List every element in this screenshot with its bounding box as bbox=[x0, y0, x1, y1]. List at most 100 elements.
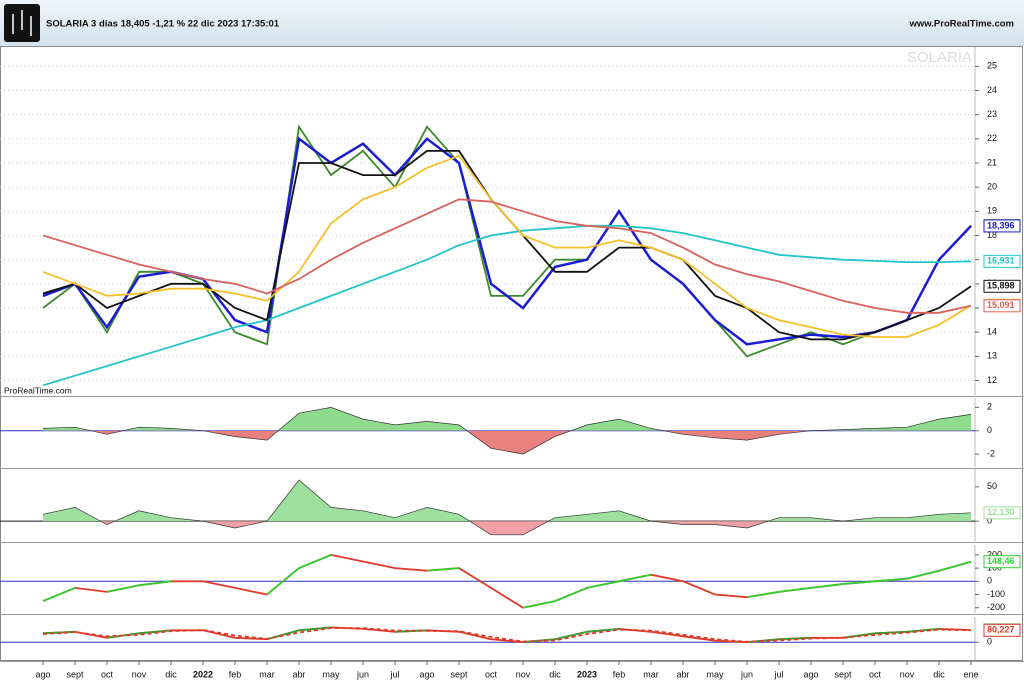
rising-segment bbox=[426, 567, 460, 572]
area-negative bbox=[43, 430, 971, 455]
series-line bbox=[42, 150, 972, 341]
x-tick-label: oct bbox=[485, 669, 498, 679]
x-tick-label: ago bbox=[35, 669, 50, 679]
value-label-box bbox=[983, 219, 1021, 233]
value-label: 12,130 bbox=[987, 507, 1015, 517]
area-outline bbox=[42, 407, 972, 455]
y-tick-label: 0 bbox=[987, 425, 992, 435]
x-tick-label: nov bbox=[900, 669, 915, 679]
x-tick-label: ene bbox=[963, 669, 978, 679]
y-tick-label: 2 bbox=[987, 402, 992, 412]
x-tick-label: abr bbox=[292, 669, 305, 679]
y-tick-label: 0 bbox=[987, 637, 992, 647]
area-negative bbox=[100, 521, 769, 535]
y-tick-label: -100 bbox=[987, 589, 1005, 599]
y-tick-label: 19 bbox=[987, 206, 997, 216]
rising-segment bbox=[266, 567, 300, 596]
x-tick-label: oct bbox=[101, 669, 114, 679]
x-tick-label: dic bbox=[549, 669, 561, 679]
value-label-box bbox=[983, 506, 1021, 520]
value-label: 16,931 bbox=[987, 256, 1015, 266]
x-tick-label: jun bbox=[356, 669, 369, 679]
rising-segment bbox=[298, 554, 332, 569]
value-label: 148,46 bbox=[987, 556, 1015, 566]
x-tick-label: 2023 bbox=[577, 669, 597, 679]
y-tick-label: 22 bbox=[987, 133, 997, 143]
x-tick-label: feb bbox=[613, 669, 626, 679]
series-line bbox=[42, 627, 972, 643]
rising-segment bbox=[874, 577, 908, 583]
y-tick-label: 25 bbox=[987, 61, 997, 71]
y-tick-label: 200 bbox=[987, 549, 1002, 559]
rising-segment bbox=[522, 600, 556, 609]
value-label-box bbox=[983, 555, 1021, 569]
rising-segment bbox=[778, 587, 812, 593]
rising-segment bbox=[586, 580, 620, 589]
rising-segment bbox=[266, 629, 300, 641]
x-tick-label: mar bbox=[259, 669, 275, 679]
value-label-box bbox=[983, 254, 1021, 268]
rising-segment bbox=[138, 580, 172, 587]
y-tick-label: 14 bbox=[987, 327, 997, 337]
y-tick-label: 18 bbox=[987, 230, 997, 240]
x-tick-label: jul bbox=[389, 669, 399, 679]
value-label: 15,898 bbox=[987, 281, 1015, 291]
y-tick-label: 0 bbox=[987, 576, 992, 586]
rising-segment bbox=[554, 630, 588, 641]
x-tick-label: dic bbox=[933, 669, 945, 679]
series-line bbox=[42, 154, 972, 338]
y-tick-label: 50 bbox=[987, 481, 997, 491]
x-tick-label: jun bbox=[740, 669, 753, 679]
x-tick-label: nov bbox=[132, 669, 147, 679]
y-tick-label: 12 bbox=[987, 375, 997, 385]
x-tick-label: ago bbox=[419, 669, 434, 679]
rising-segment bbox=[778, 636, 812, 641]
rising-segment bbox=[746, 590, 780, 599]
x-tick-label: feb bbox=[229, 669, 242, 679]
y-tick-label: 20 bbox=[987, 182, 997, 192]
series-line bbox=[42, 626, 972, 644]
credit: ProRealTime.com bbox=[4, 385, 72, 395]
rising-segment bbox=[618, 573, 652, 583]
x-tick-label: nov bbox=[516, 669, 531, 679]
area-outline bbox=[42, 479, 972, 536]
value-label-box bbox=[983, 623, 1021, 637]
rising-segment bbox=[138, 629, 172, 635]
rising-segment bbox=[42, 587, 76, 602]
icon-candles bbox=[12, 10, 32, 36]
x-tick-label: mar bbox=[643, 669, 659, 679]
series-line bbox=[42, 124, 972, 358]
x-tick-label: abr bbox=[676, 669, 689, 679]
x-tick-label: sept bbox=[834, 669, 852, 679]
series-line bbox=[42, 224, 972, 387]
rising-segment bbox=[842, 580, 876, 585]
x-tick-label: oct bbox=[869, 669, 882, 679]
source: www.ProRealTime.com bbox=[908, 19, 1014, 30]
y-tick-label: -200 bbox=[987, 602, 1005, 612]
series-line bbox=[42, 136, 972, 346]
x-tick-label: dic bbox=[165, 669, 177, 679]
value-label: 15,091 bbox=[987, 300, 1015, 310]
watermark: SOLARIA bbox=[907, 49, 972, 66]
x-tick-label: sept bbox=[450, 669, 468, 679]
rising-segment bbox=[938, 560, 972, 572]
series-line bbox=[42, 198, 972, 314]
chart-title: SOLARIA 3 días 18,405 -1,21 % 22 dic 202… bbox=[46, 19, 280, 30]
x-tick-label: may bbox=[322, 669, 340, 679]
value-label: 80,227 bbox=[987, 625, 1015, 635]
frame bbox=[0, 46, 1023, 661]
value-label-box bbox=[983, 299, 1021, 313]
x-tick-label: sept bbox=[66, 669, 84, 679]
rising-segment bbox=[810, 583, 844, 589]
y-tick-label: 24 bbox=[987, 85, 997, 95]
rising-segment bbox=[554, 587, 588, 602]
x-tick-label: ago bbox=[803, 669, 818, 679]
y-tick-label: -2 bbox=[987, 449, 995, 459]
value-label-box bbox=[983, 279, 1021, 293]
rising-segment bbox=[586, 627, 620, 633]
value-label: 18,396 bbox=[987, 220, 1015, 230]
y-tick-label: 0 bbox=[987, 515, 992, 525]
y-tick-label: 13 bbox=[987, 351, 997, 361]
